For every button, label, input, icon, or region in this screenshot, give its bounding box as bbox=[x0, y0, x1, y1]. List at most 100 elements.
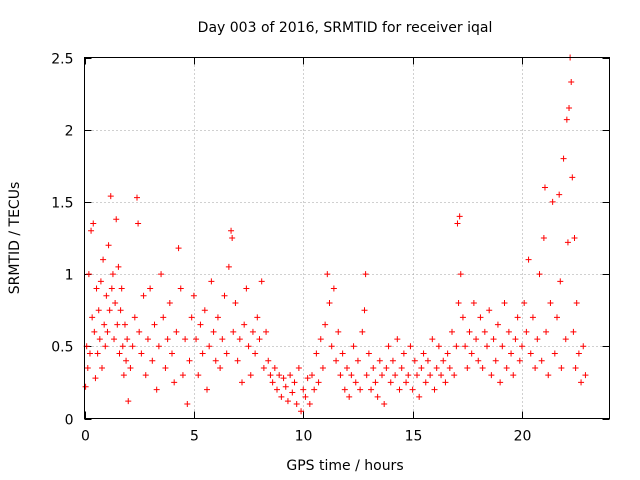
axis-ticks bbox=[84, 57, 610, 420]
data-point bbox=[91, 328, 98, 335]
data-point bbox=[160, 314, 167, 321]
data-point bbox=[153, 386, 160, 393]
data-point bbox=[311, 386, 318, 393]
data-point bbox=[582, 372, 589, 379]
data-point bbox=[112, 299, 119, 306]
data-point bbox=[155, 343, 162, 350]
data-point bbox=[438, 372, 445, 379]
data-point bbox=[477, 314, 484, 321]
x-tick-labels: 0 5 10 15 20 bbox=[81, 429, 531, 445]
data-point bbox=[536, 271, 543, 278]
data-point bbox=[254, 314, 261, 321]
data-point bbox=[457, 271, 464, 278]
data-point bbox=[86, 350, 93, 357]
data-point bbox=[490, 336, 497, 343]
data-point bbox=[422, 379, 429, 386]
x-tick-label: 0 bbox=[81, 429, 90, 445]
data-point bbox=[455, 299, 462, 306]
data-point bbox=[212, 357, 219, 364]
data-point bbox=[241, 321, 248, 328]
data-point bbox=[102, 343, 109, 350]
data-point bbox=[92, 375, 99, 382]
data-point bbox=[505, 328, 512, 335]
data-point bbox=[549, 198, 556, 205]
data-point bbox=[119, 343, 126, 350]
data-point bbox=[362, 271, 369, 278]
chart-title: Day 003 of 2016, SRMTID for receiver iqa… bbox=[198, 20, 493, 36]
data-point bbox=[274, 386, 280, 393]
data-point bbox=[374, 393, 381, 400]
data-point bbox=[256, 336, 263, 343]
data-point bbox=[88, 227, 95, 234]
data-point bbox=[392, 372, 399, 379]
data-point bbox=[519, 343, 525, 350]
data-point bbox=[545, 372, 552, 379]
data-point bbox=[124, 336, 131, 343]
data-point bbox=[527, 350, 534, 357]
data-point bbox=[201, 307, 208, 314]
data-point bbox=[359, 328, 366, 335]
data-point bbox=[223, 350, 230, 357]
y-tick-label: 1 bbox=[65, 268, 74, 284]
data-point bbox=[300, 386, 307, 393]
data-point bbox=[573, 299, 580, 306]
data-point bbox=[543, 328, 550, 335]
data-point bbox=[510, 372, 517, 379]
data-point bbox=[138, 350, 145, 357]
data-point bbox=[492, 357, 499, 364]
data-point bbox=[459, 314, 466, 321]
data-point bbox=[129, 343, 136, 350]
data-point bbox=[291, 379, 298, 386]
data-point bbox=[114, 321, 121, 328]
data-point bbox=[158, 271, 165, 278]
data-point bbox=[276, 372, 283, 379]
data-point bbox=[558, 364, 565, 371]
data-point bbox=[171, 379, 178, 386]
data-point bbox=[337, 372, 344, 379]
data-point bbox=[193, 336, 200, 343]
data-point bbox=[578, 379, 585, 386]
data-point bbox=[569, 174, 576, 181]
data-point bbox=[344, 364, 350, 371]
data-point bbox=[85, 271, 92, 278]
y-tick-labels: 0 0.5 1 1.5 2 2.5 bbox=[51, 52, 73, 429]
data-point bbox=[424, 357, 431, 364]
data-point bbox=[372, 379, 379, 386]
data-point bbox=[103, 292, 110, 299]
data-point bbox=[407, 343, 414, 350]
data-point bbox=[230, 328, 237, 335]
data-point bbox=[411, 357, 418, 364]
data-point bbox=[453, 343, 460, 350]
data-point bbox=[414, 372, 420, 379]
data-point bbox=[341, 386, 348, 393]
x-tick-label: 10 bbox=[295, 429, 313, 445]
data-point bbox=[144, 336, 151, 343]
data-point bbox=[232, 299, 239, 306]
data-point bbox=[499, 343, 506, 350]
data-point bbox=[319, 364, 326, 371]
data-point bbox=[523, 328, 530, 335]
data-point bbox=[418, 364, 425, 371]
data-point bbox=[147, 285, 154, 292]
data-point bbox=[560, 155, 567, 162]
data-point bbox=[557, 278, 564, 285]
data-point bbox=[521, 299, 528, 306]
data-point bbox=[282, 383, 289, 390]
data-point bbox=[572, 364, 579, 371]
data-point bbox=[335, 328, 342, 335]
data-point bbox=[260, 364, 267, 371]
data-point bbox=[514, 314, 521, 321]
data-point bbox=[84, 364, 91, 371]
data-point bbox=[541, 184, 548, 191]
data-point bbox=[228, 227, 235, 234]
data-point bbox=[135, 220, 142, 227]
data-point bbox=[131, 314, 138, 321]
data-point bbox=[247, 372, 254, 379]
data-point bbox=[293, 401, 300, 408]
data-point bbox=[470, 299, 477, 306]
data-point bbox=[104, 328, 111, 335]
data-point bbox=[403, 379, 410, 386]
data-point bbox=[265, 357, 272, 364]
data-point bbox=[113, 216, 120, 223]
